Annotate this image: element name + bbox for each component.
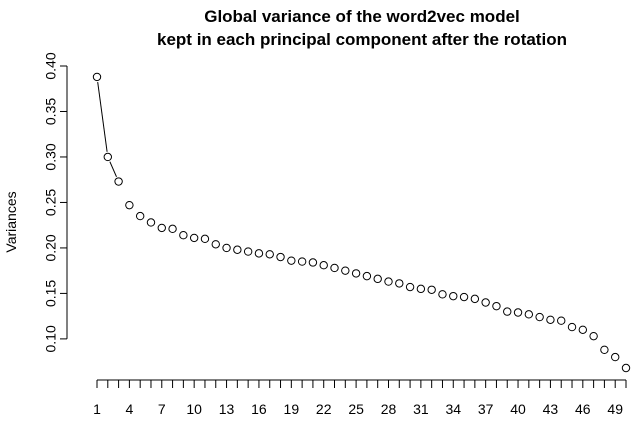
x-tick-label: 1 [93, 401, 101, 417]
y-axis-label: Variances [3, 191, 19, 252]
x-tick-label: 49 [607, 401, 623, 417]
data-point [146, 218, 156, 227]
x-tick-label: 10 [186, 401, 202, 417]
data-point [297, 257, 307, 266]
data-point [265, 250, 274, 259]
x-tick-label: 13 [219, 401, 235, 417]
data-point [308, 258, 318, 267]
data-point [211, 240, 220, 249]
data-point [157, 223, 166, 233]
data-point [481, 298, 490, 307]
data-point [578, 325, 588, 334]
data-point [427, 285, 436, 294]
data-point [405, 282, 415, 292]
data-point [557, 316, 566, 325]
x-tick-label: 40 [510, 401, 526, 417]
data-point [243, 247, 253, 256]
data-point [416, 284, 426, 294]
x-tick-label: 25 [348, 401, 364, 417]
y-axis: 0.10 0.15 0.20 0.25 0.30 0.35 0.40 [43, 52, 68, 353]
data-point [222, 243, 231, 253]
data-point [503, 307, 512, 316]
data-point [254, 249, 264, 258]
data-point [384, 277, 393, 286]
y-tick-label: 0.15 [43, 280, 59, 307]
x-tick-label: 19 [284, 401, 300, 417]
data-point [621, 363, 631, 373]
data-point [103, 152, 112, 162]
data-point [179, 230, 188, 240]
x-axis: 1 4 7 10 13 16 19 22 25 28 31 34 37 40 43 46 49 [93, 379, 627, 417]
data-point [276, 252, 285, 262]
data-point [611, 352, 620, 362]
data-point [341, 266, 350, 275]
series-line [97, 82, 117, 177]
x-tick-label: 37 [478, 401, 494, 417]
y-tick-label: 0.20 [43, 234, 59, 261]
data-point [513, 308, 523, 317]
chart-title-line-1: Global variance of the word2vec model [204, 7, 520, 26]
x-tick-label: 46 [575, 401, 591, 417]
y-tick-label: 0.40 [43, 52, 59, 79]
data-point [351, 269, 361, 278]
data-point [600, 345, 609, 355]
data-point [470, 294, 480, 304]
data-point [114, 177, 123, 186]
x-tick-label: 34 [445, 401, 461, 417]
data-point [459, 292, 469, 302]
data-point [362, 271, 372, 281]
x-tick-label: 22 [316, 401, 332, 417]
data-point [589, 331, 598, 341]
data-point [567, 322, 577, 332]
series-line-segment [109, 161, 117, 177]
y-tick-label: 0.10 [43, 325, 59, 352]
x-tick-label: 31 [413, 401, 429, 417]
y-tick-label: 0.30 [43, 143, 59, 170]
data-point [189, 233, 199, 243]
data-point [200, 234, 210, 244]
data-point [492, 301, 501, 311]
series-line-segment [97, 82, 108, 152]
data-point [546, 315, 555, 324]
x-tick-label: 43 [543, 401, 559, 417]
series-points [92, 72, 631, 373]
data-point [125, 200, 134, 210]
data-point [135, 211, 145, 221]
data-point [330, 263, 339, 273]
data-point [233, 245, 242, 254]
x-tick-label: 7 [158, 401, 166, 417]
y-tick-label: 0.35 [43, 98, 59, 125]
x-tick-label: 28 [381, 401, 397, 417]
data-point [535, 312, 544, 322]
data-point [319, 261, 328, 270]
data-point [92, 72, 102, 82]
data-point [438, 290, 447, 299]
y-tick-label: 0.25 [43, 189, 59, 216]
data-point [395, 279, 404, 288]
data-point [524, 310, 534, 319]
chart-title-line-2: kept in each principal component after t… [157, 30, 567, 49]
data-point [168, 224, 177, 234]
data-point [373, 274, 382, 284]
x-tick-label: 4 [125, 401, 133, 417]
data-point [449, 291, 458, 301]
data-point [287, 256, 296, 265]
x-tick-label: 16 [251, 401, 267, 417]
